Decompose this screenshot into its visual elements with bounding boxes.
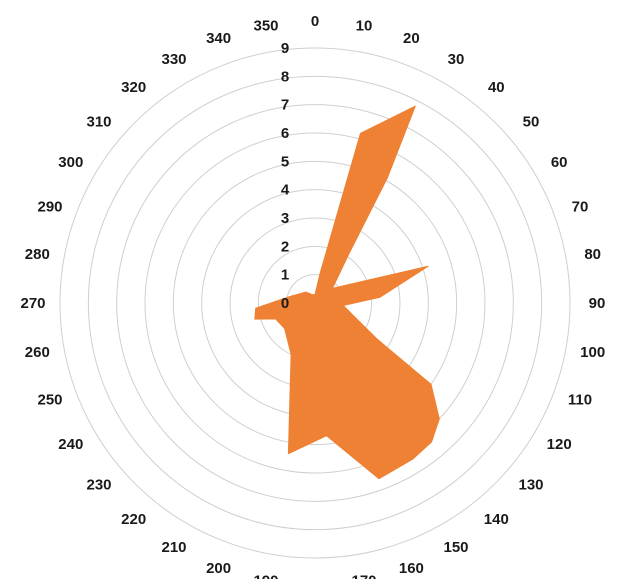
angle-tick-220: 220: [121, 511, 146, 528]
angle-tick-100: 100: [580, 344, 605, 361]
radial-tick-1: 1: [281, 267, 289, 284]
radial-tick-7: 7: [281, 97, 289, 114]
radial-tick-5: 5: [281, 153, 289, 170]
angle-tick-190: 190: [253, 573, 278, 579]
angle-tick-350: 350: [253, 17, 278, 34]
angle-tick-150: 150: [443, 539, 468, 556]
angle-tick-310: 310: [86, 114, 111, 131]
angle-tick-30: 30: [448, 51, 465, 68]
angle-tick-260: 260: [25, 344, 50, 361]
angle-tick-200: 200: [206, 560, 231, 577]
angle-tick-340: 340: [206, 30, 231, 47]
radial-tick-8: 8: [281, 68, 289, 85]
radial-tick-0: 0: [281, 295, 289, 312]
radial-tick-3: 3: [281, 210, 289, 227]
angle-tick-170: 170: [351, 573, 376, 579]
radial-tick-6: 6: [281, 125, 289, 142]
radial-tick-labels: 0 1 2 3 4 5 6 7 8 9: [281, 40, 290, 312]
angle-tick-120: 120: [547, 436, 572, 453]
grid-ring-7: [116, 104, 514, 502]
grid-ring-6: [144, 132, 486, 474]
angle-tick-20: 20: [403, 30, 420, 47]
angle-tick-110: 110: [568, 391, 592, 408]
grid-ring-5: [172, 160, 458, 446]
angle-tick-180: 180: [302, 577, 327, 579]
angle-tick-320: 320: [121, 79, 146, 96]
angle-tick-70: 70: [572, 199, 589, 216]
angle-tick-130: 130: [518, 476, 543, 493]
angle-tick-80: 80: [584, 246, 601, 263]
angle-tick-10: 10: [356, 17, 373, 34]
radial-tick-4: 4: [281, 182, 290, 199]
angle-tick-300: 300: [58, 154, 83, 171]
grid-ring-9: [59, 47, 571, 559]
angle-tick-60: 60: [551, 154, 568, 171]
angle-tick-240: 240: [58, 436, 83, 453]
radial-tick-2: 2: [281, 238, 289, 255]
radial-tick-9: 9: [281, 40, 289, 57]
angle-tick-330: 330: [161, 51, 186, 68]
data-area: [254, 105, 440, 480]
angle-tick-280: 280: [25, 246, 50, 263]
angle-tick-labels: 0 102030405060708090100110120130140150160…: [20, 13, 605, 579]
angle-tick-230: 230: [86, 476, 111, 493]
angle-tick-140: 140: [484, 511, 509, 528]
angle-tick-270: 270: [20, 295, 45, 312]
angle-tick-210: 210: [161, 539, 186, 556]
angle-tick-50: 50: [523, 114, 540, 131]
series-area-0: [254, 105, 440, 480]
angle-tick-160: 160: [399, 560, 424, 577]
angle-tick-90: 90: [589, 295, 606, 312]
angle-tick-250: 250: [37, 391, 62, 408]
angle-tick-290: 290: [37, 199, 62, 216]
angle-tick-40: 40: [488, 79, 505, 96]
angle-tick-0: 0: [311, 13, 319, 30]
grid-ring-8: [87, 75, 543, 531]
